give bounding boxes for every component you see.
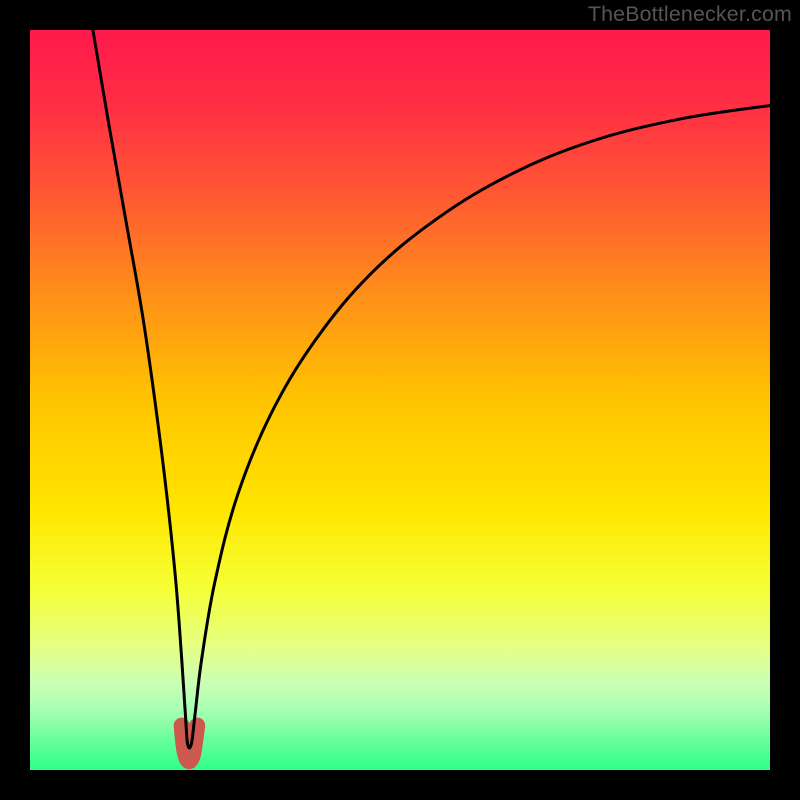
plot-background-gradient: [30, 30, 770, 770]
bottleneck-chart: [0, 0, 800, 800]
bottleneck-marker: [182, 726, 198, 762]
attribution-text: TheBottlenecker.com: [588, 2, 792, 27]
